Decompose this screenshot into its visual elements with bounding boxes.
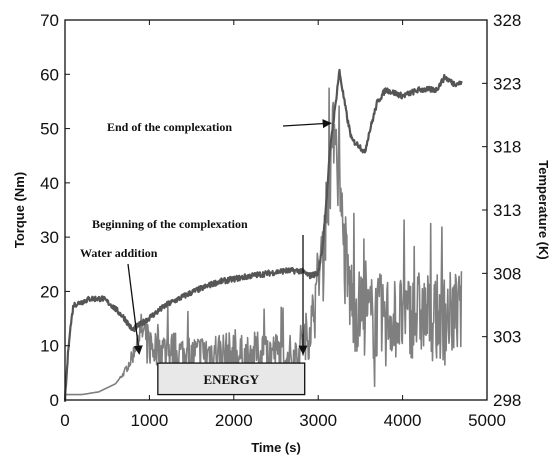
x-axis-title: Time (s) — [251, 440, 301, 455]
y-left-tick-label: 60 — [40, 65, 59, 84]
x-tick-label: 3000 — [299, 411, 337, 430]
annotation-end-complexation: End of the complexation — [107, 120, 232, 134]
x-tick-label: 4000 — [384, 411, 422, 430]
y-left-axis-title: Torque (Nm) — [12, 172, 27, 248]
y-left-tick-label: 70 — [40, 11, 59, 30]
y-right-tick-label: 308 — [493, 264, 521, 283]
y-right-tick-label: 313 — [493, 201, 521, 220]
energy-box-label: ENERGY — [203, 372, 259, 387]
annotation-beginning-complexation: Beginning of the complexation — [92, 217, 248, 231]
y-right-tick-label: 328 — [493, 11, 521, 30]
arrow-water-addition — [127, 263, 143, 355]
torque-series — [64, 87, 463, 396]
y-left-tick-label: 30 — [40, 228, 59, 247]
y-left-tick-label: 10 — [40, 337, 59, 356]
x-tick-label: 5000 — [468, 411, 506, 430]
y-right-tick-label: 323 — [493, 74, 521, 93]
annotation-water-addition: Water addition — [80, 246, 158, 260]
x-tick-label: 1000 — [130, 411, 168, 430]
y-right-tick-label: 303 — [493, 328, 521, 347]
y-left-tick-label: 40 — [40, 174, 59, 193]
y-left-tick-label: 20 — [40, 282, 59, 301]
arrow-end-complexation — [282, 119, 332, 129]
energy-box — [157, 362, 306, 396]
y-right-tick-label: 298 — [493, 391, 521, 410]
x-tick-label: 2000 — [215, 411, 253, 430]
x-tick-label: 0 — [60, 411, 69, 430]
y-left-tick-label: 50 — [40, 120, 59, 139]
temperature-series — [63, 68, 463, 402]
y-right-tick-label: 318 — [493, 138, 521, 157]
y-left-tick-label: 0 — [50, 391, 59, 410]
y-right-axis-title: Temperature (K) — [536, 160, 551, 259]
